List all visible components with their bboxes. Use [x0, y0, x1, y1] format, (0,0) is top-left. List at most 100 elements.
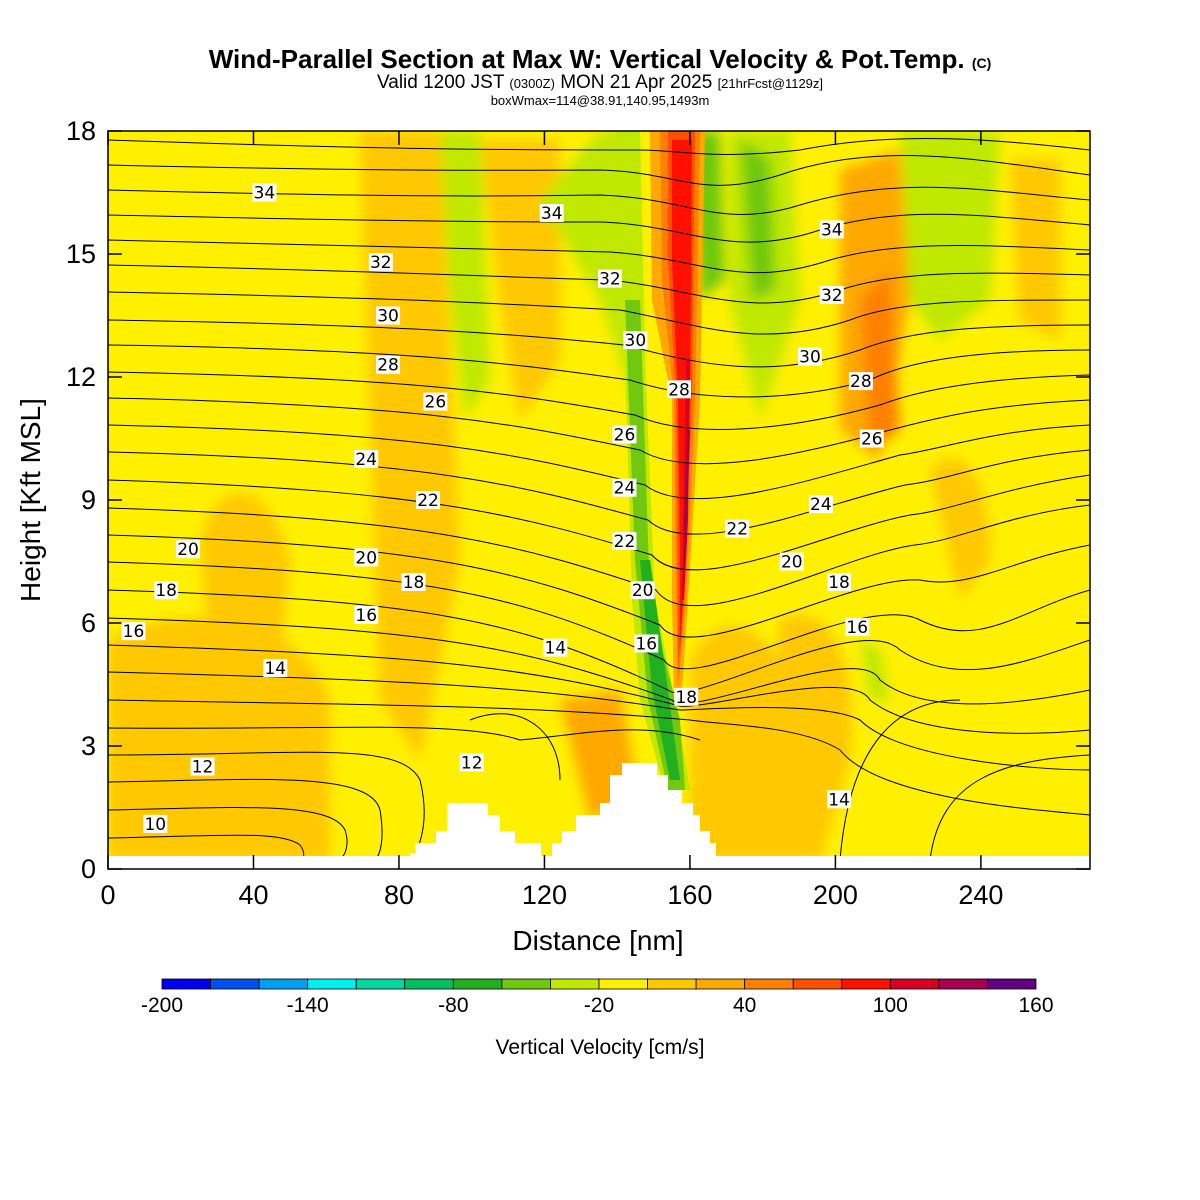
contour-label-box: [354, 605, 379, 624]
x-tick-label: 120: [522, 880, 567, 910]
colorbar-swatch: [307, 978, 357, 990]
chart-subtitle-valid: Valid 1200 JST (0300Z) MON 21 Apr 2025 […: [0, 72, 1200, 94]
contour-label-text: 28: [377, 356, 399, 376]
theta-contour-label: 28: [848, 372, 873, 392]
contour-label-text: 18: [828, 573, 850, 593]
contour-label-text: 28: [668, 380, 690, 400]
theta-contour-label: 22: [725, 519, 750, 540]
ascent-region: [930, 458, 990, 600]
ascent-region: [1010, 160, 1060, 340]
colorbar-swatch: [550, 978, 600, 990]
theta-contour-label: 20: [779, 552, 804, 573]
contour-label-box: [845, 618, 870, 637]
chart-subtitle-boxwmax: boxWmax=114@38.91,140.95,1493m: [490, 93, 710, 108]
contour-label-text: 32: [370, 253, 392, 273]
theta-contour-label: 14: [543, 638, 568, 659]
contour-label-box: [630, 581, 655, 600]
theta-contour-label: 16: [354, 605, 379, 626]
y-tick-label: 9: [81, 485, 96, 515]
colorbar-swatch: [598, 978, 648, 990]
contour-label-text: 22: [417, 491, 439, 511]
contour-label-text: 26: [861, 430, 883, 450]
updraft-core: [650, 131, 705, 700]
y-tick-label: 18: [66, 116, 96, 146]
contour-label-text: 12: [192, 758, 214, 778]
contour-label-text: 20: [632, 581, 654, 601]
theta-contour-label: 32: [819, 286, 844, 306]
contour-label-box: [376, 355, 401, 374]
contour-label-box: [376, 306, 401, 325]
x-tick-label: 80: [384, 880, 414, 910]
theta-contour-label: 22: [612, 532, 637, 552]
theta-contour-label: 26: [612, 425, 637, 445]
contour-label-box: [819, 286, 844, 304]
contour-label-box: [797, 347, 822, 366]
x-axis-title: Distance [nm]: [512, 925, 683, 956]
colorbar-swatch: [452, 978, 503, 990]
contour-label-text: 32: [821, 286, 843, 306]
descent-region: [860, 640, 890, 700]
ascent-region: [200, 493, 290, 660]
contour-label-text: 16: [846, 618, 868, 638]
contour-label-box: [674, 687, 699, 706]
ascent-region: [860, 270, 900, 450]
theta-contour-label: 34: [252, 183, 277, 204]
theta-contour-label: 18: [401, 573, 426, 593]
contour-label-box: [539, 204, 564, 222]
theta-contour-label: 10: [143, 814, 168, 835]
colorbar-swatch: [695, 978, 746, 990]
forecast-info: [21hrFcst@1129z]: [717, 76, 824, 91]
contour-label-text: 34: [821, 220, 843, 240]
contour-label-text: 20: [781, 553, 803, 573]
contour-label-box: [354, 450, 379, 468]
contour-label-text: 14: [545, 639, 567, 659]
theta-contour-label: 32: [597, 269, 622, 290]
colorbar-tick-label: -200: [141, 994, 183, 1017]
colorbar-swatch: [938, 978, 988, 990]
theta-contour-label: 20: [354, 548, 379, 568]
contour-label-box: [623, 331, 648, 350]
colorbar-swatch: [210, 978, 260, 990]
chart-title-main: Wind-Parallel Section at Max W: Vertical…: [208, 44, 965, 74]
contour-label-box: [779, 552, 804, 571]
terrain: [108, 763, 1090, 869]
contour-label-box: [252, 183, 277, 202]
contour-label-box: [827, 790, 852, 809]
y-axis-title: Height [Kft MSL]: [15, 398, 46, 602]
colorbar-swatch: [987, 978, 1037, 990]
ascent-region: [360, 131, 460, 760]
contour-label-text: 16: [635, 635, 657, 655]
colorbar-label: Vertical Velocity [cm/s]: [495, 1036, 705, 1059]
contour-label-box: [819, 220, 844, 239]
theta-contour-label: 16: [634, 634, 659, 655]
contour-label-text: 24: [355, 450, 377, 470]
theta-contour-label: 28: [376, 355, 401, 376]
contour-label-text: 20: [177, 540, 199, 560]
contour-label-text: 30: [377, 307, 399, 327]
contour-label-box: [612, 532, 637, 550]
y-axis: 0 3 6 9 12 15 18: [66, 116, 1090, 884]
contour-label-box: [827, 573, 852, 591]
contour-label-box: [597, 269, 622, 288]
contour-label-box: [725, 519, 750, 538]
x-tick-label: 240: [958, 880, 1003, 910]
ascent-region: [108, 617, 330, 860]
colorbar-swatch: [647, 978, 697, 990]
theta-contour-label: 22: [416, 491, 441, 511]
contour-label-box: [423, 392, 448, 411]
theta-contour-label: 26: [859, 429, 884, 450]
theta-contour-label: 14: [263, 659, 288, 679]
contour-label-box: [634, 634, 659, 653]
colorbar-tick-label: 160: [1018, 994, 1053, 1017]
valid-date: MON 21 Apr 2025: [560, 72, 713, 93]
chart-title: Wind-Parallel Section at Max W: Vertical…: [0, 44, 1200, 75]
contour-label-text: 34: [254, 184, 276, 204]
contour-label-box: [143, 814, 168, 833]
contour-label-text: 28: [850, 372, 872, 392]
contour-label-box: [354, 548, 379, 567]
contour-label-text: 24: [810, 495, 832, 515]
contour-label-text: 10: [144, 815, 166, 835]
theta-contour-label: 16: [845, 618, 870, 638]
theta-contour-label: 34: [819, 220, 844, 240]
